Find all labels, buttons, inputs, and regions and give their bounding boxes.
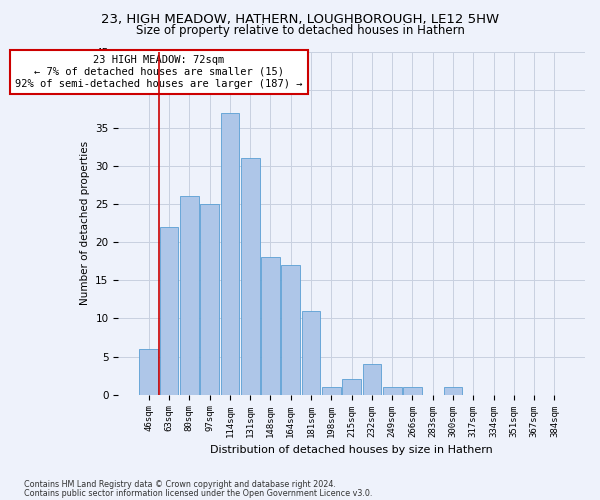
X-axis label: Distribution of detached houses by size in Hathern: Distribution of detached houses by size … [210,445,493,455]
Bar [200,204,219,394]
Text: Contains HM Land Registry data © Crown copyright and database right 2024.: Contains HM Land Registry data © Crown c… [24,480,336,489]
Bar [139,349,158,395]
Y-axis label: Number of detached properties: Number of detached properties [80,141,89,305]
Bar [221,112,239,394]
Bar [241,158,260,394]
Text: Contains public sector information licensed under the Open Government Licence v3: Contains public sector information licen… [24,488,373,498]
Bar [180,196,199,394]
Bar [342,380,361,394]
Bar [383,387,401,394]
Bar [160,227,178,394]
Bar [362,364,381,394]
Bar [261,258,280,394]
Text: 23 HIGH MEADOW: 72sqm
← 7% of detached houses are smaller (15)
92% of semi-detac: 23 HIGH MEADOW: 72sqm ← 7% of detached h… [15,56,302,88]
Bar [281,265,300,394]
Bar [302,311,320,394]
Text: 23, HIGH MEADOW, HATHERN, LOUGHBOROUGH, LE12 5HW: 23, HIGH MEADOW, HATHERN, LOUGHBOROUGH, … [101,12,499,26]
Bar [403,387,422,394]
Bar [443,387,463,394]
Bar [322,387,341,394]
Text: Size of property relative to detached houses in Hathern: Size of property relative to detached ho… [136,24,464,37]
